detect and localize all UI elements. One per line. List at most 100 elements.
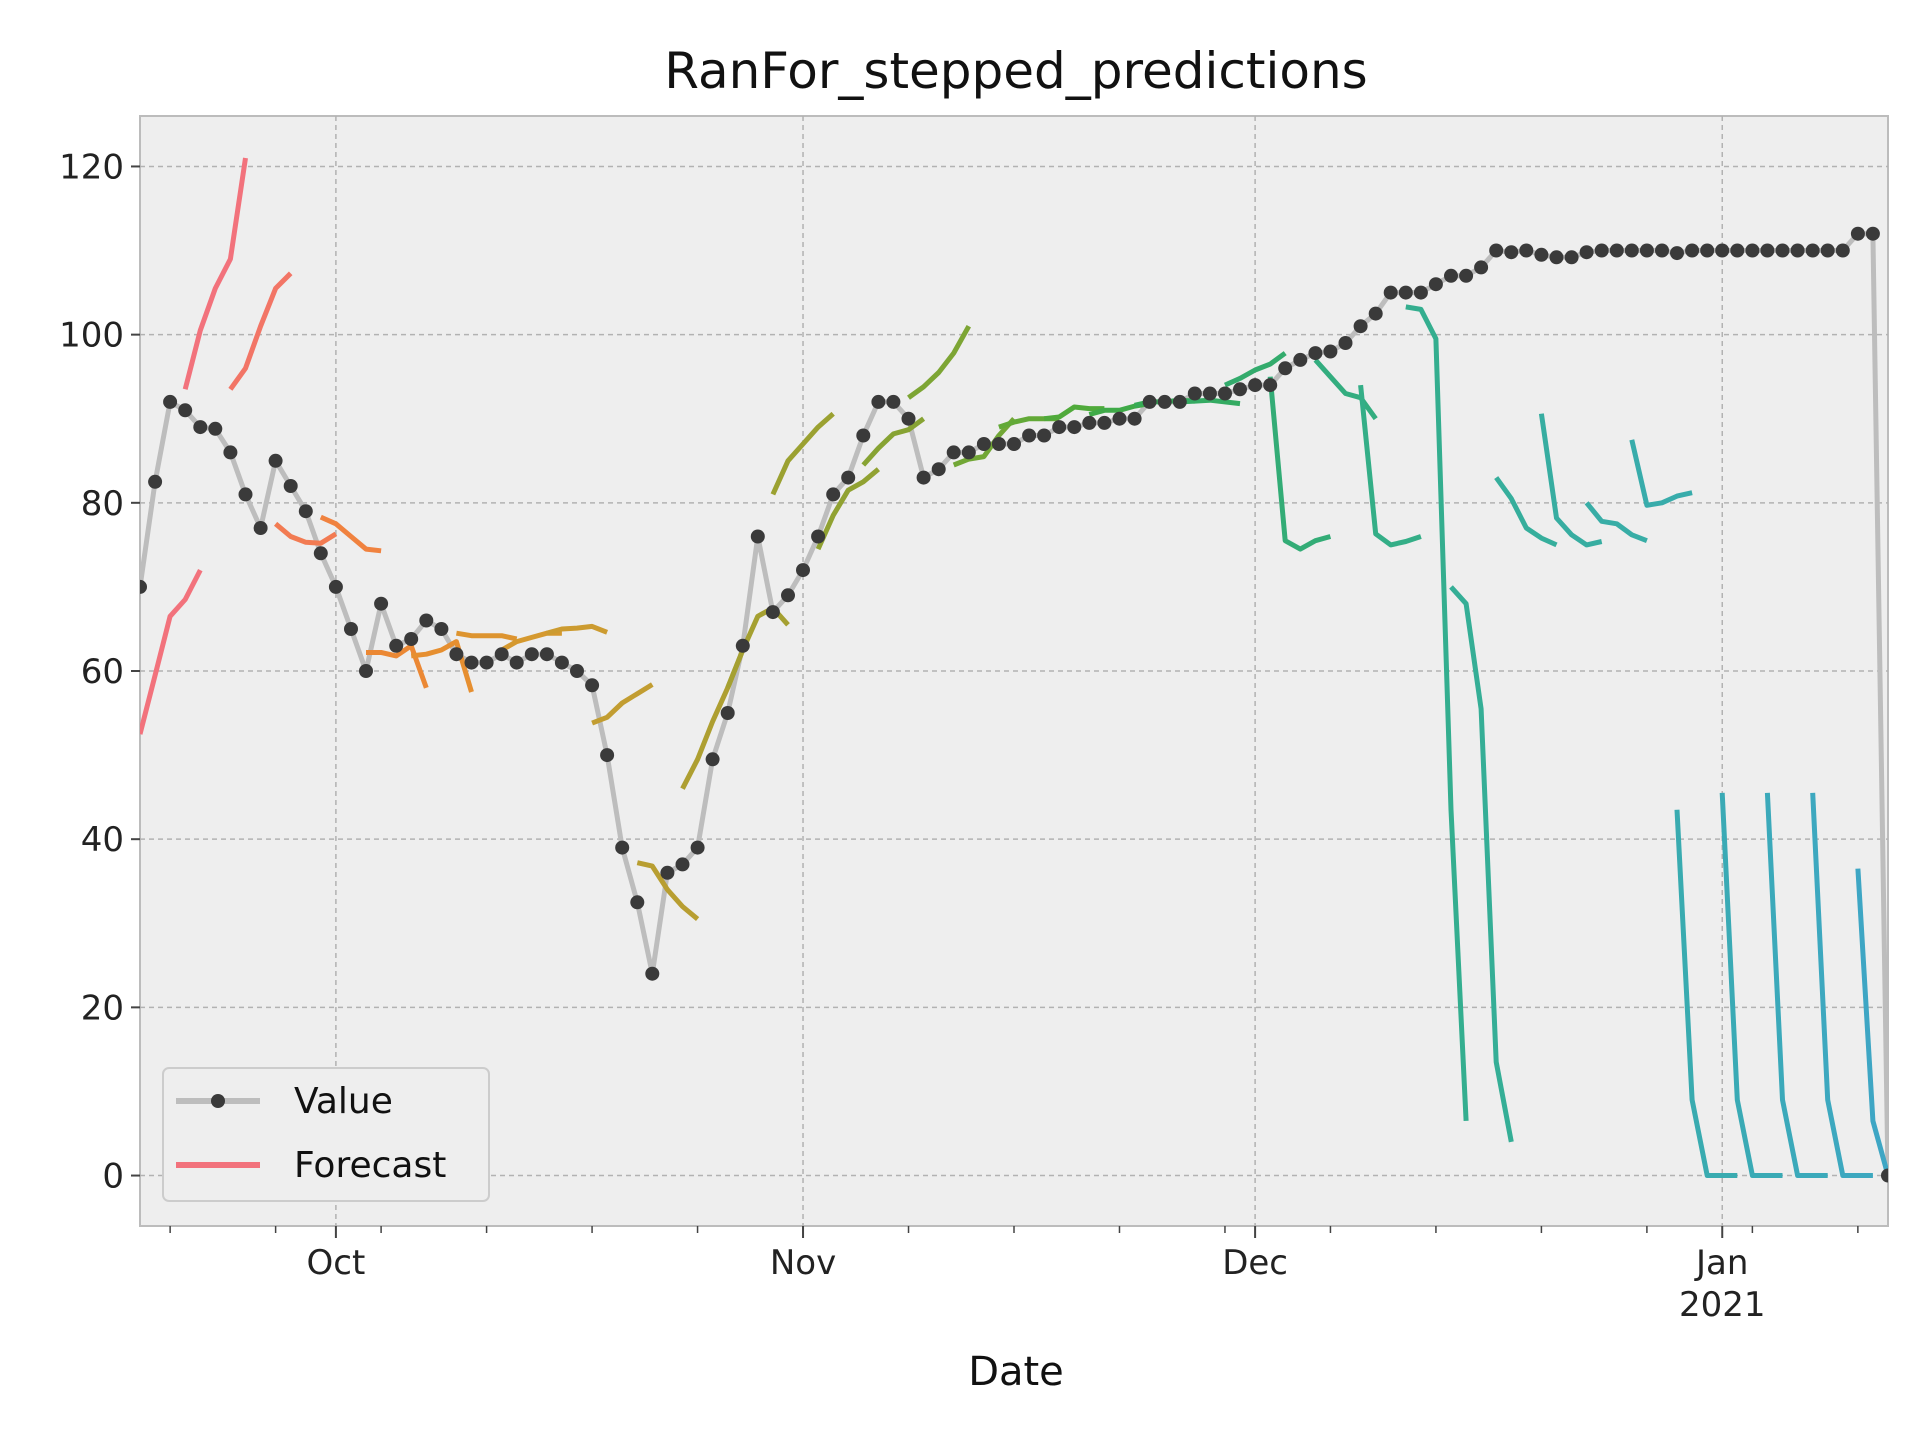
x-tick-sublabel: 2021 (1679, 1285, 1766, 1325)
value-point (1413, 285, 1428, 300)
legend-value-label: Value (294, 1081, 393, 1122)
forecast-line-8 (455, 630, 518, 642)
value-point (811, 529, 826, 544)
forecast-line-1 (140, 568, 203, 735)
value-point (961, 445, 976, 460)
legend-forecast-label: Forecast (294, 1145, 446, 1186)
value-point (1022, 428, 1037, 443)
forecast-line-3 (228, 271, 293, 391)
value-point (615, 840, 630, 855)
value-point (735, 638, 750, 653)
value-point (931, 462, 946, 477)
value-point (313, 546, 328, 561)
value-point (871, 394, 886, 409)
value-point (1685, 243, 1700, 258)
forecast-line-21 (1043, 404, 1105, 422)
forecast-line-30 (1449, 585, 1514, 1143)
value-point (1127, 411, 1142, 426)
value-point (374, 596, 389, 611)
value-point (856, 428, 871, 443)
value-point (705, 752, 720, 767)
value-point (1052, 420, 1067, 435)
forecast-line-19 (952, 417, 1016, 468)
value-point (1157, 394, 1172, 409)
value-point (178, 403, 193, 418)
value-point (570, 664, 584, 678)
value-point (1594, 243, 1609, 258)
forecast-line-33 (1584, 501, 1648, 544)
forecast-line-32 (1538, 413, 1603, 548)
value-point (253, 521, 268, 535)
value-point (781, 588, 795, 603)
x-tick-label: Nov (770, 1243, 836, 1283)
value-point (404, 632, 419, 646)
value-point (1639, 243, 1654, 258)
value-point (449, 647, 464, 662)
value-point (1609, 243, 1624, 258)
value-point (1037, 428, 1052, 443)
value-point (1428, 277, 1443, 292)
forecast-line-35 (1674, 809, 1738, 1178)
y-tick-label: 60 (81, 652, 124, 692)
x-axis-label: Date (968, 1349, 1064, 1395)
value-point (1278, 361, 1293, 376)
value-point (991, 437, 1006, 451)
forecast-line-36 (1719, 792, 1783, 1178)
value-point (1670, 246, 1684, 261)
value-point (1293, 352, 1308, 367)
value-point (1881, 1168, 1888, 1183)
forecast-line-38 (1810, 792, 1873, 1178)
value-markers (140, 226, 1888, 1183)
value-point (208, 421, 223, 436)
value-point (1624, 243, 1639, 258)
value-point (1353, 319, 1368, 334)
forecast-line-4 (273, 521, 338, 546)
x-tick-label: Oct (306, 1243, 365, 1283)
value-point (268, 453, 283, 468)
forecast-line-12 (636, 860, 700, 922)
forecast-line-16 (815, 467, 881, 551)
value-point (1172, 394, 1187, 409)
value-point (1007, 437, 1021, 451)
value-point (765, 605, 780, 620)
value-point (359, 664, 373, 678)
forecast-line-11 (591, 682, 654, 726)
value-point (1338, 336, 1353, 350)
forecast-line-31 (1494, 476, 1558, 548)
value-point (585, 678, 600, 693)
value-point (1790, 243, 1805, 258)
value-point (434, 622, 449, 636)
value-point (479, 655, 494, 670)
chart-title: RanFor_stepped_predictions (664, 42, 1367, 100)
forecast-line-2 (182, 157, 248, 390)
value-point (419, 613, 434, 628)
value-point (1368, 306, 1383, 321)
value-point (1534, 247, 1549, 262)
value-point (509, 655, 524, 670)
forecast-line-25 (1223, 351, 1287, 388)
value-point (148, 474, 163, 489)
forecast-line-37 (1764, 792, 1828, 1178)
forecast-line-18 (907, 324, 971, 400)
forecast-line-34 (1629, 439, 1693, 508)
value-point (1323, 344, 1338, 359)
value-point (140, 579, 147, 594)
value-point (494, 647, 509, 662)
value-point (389, 638, 404, 653)
value-point (1248, 378, 1263, 393)
value-point (1202, 386, 1217, 401)
value-point (464, 655, 479, 670)
value-point (946, 445, 961, 460)
value-point (645, 966, 660, 981)
y-tick-label: 0 (102, 1157, 124, 1197)
value-point (1263, 378, 1278, 393)
y-tick-label: 20 (81, 988, 124, 1028)
value-point (344, 622, 358, 636)
forecast-line-27 (1313, 358, 1378, 421)
y-tick-label: 40 (81, 820, 124, 860)
value-point (1655, 243, 1669, 258)
value-point (1489, 243, 1504, 258)
value-point (600, 748, 615, 763)
value-point (328, 579, 343, 594)
forecast-line-6 (366, 643, 429, 689)
